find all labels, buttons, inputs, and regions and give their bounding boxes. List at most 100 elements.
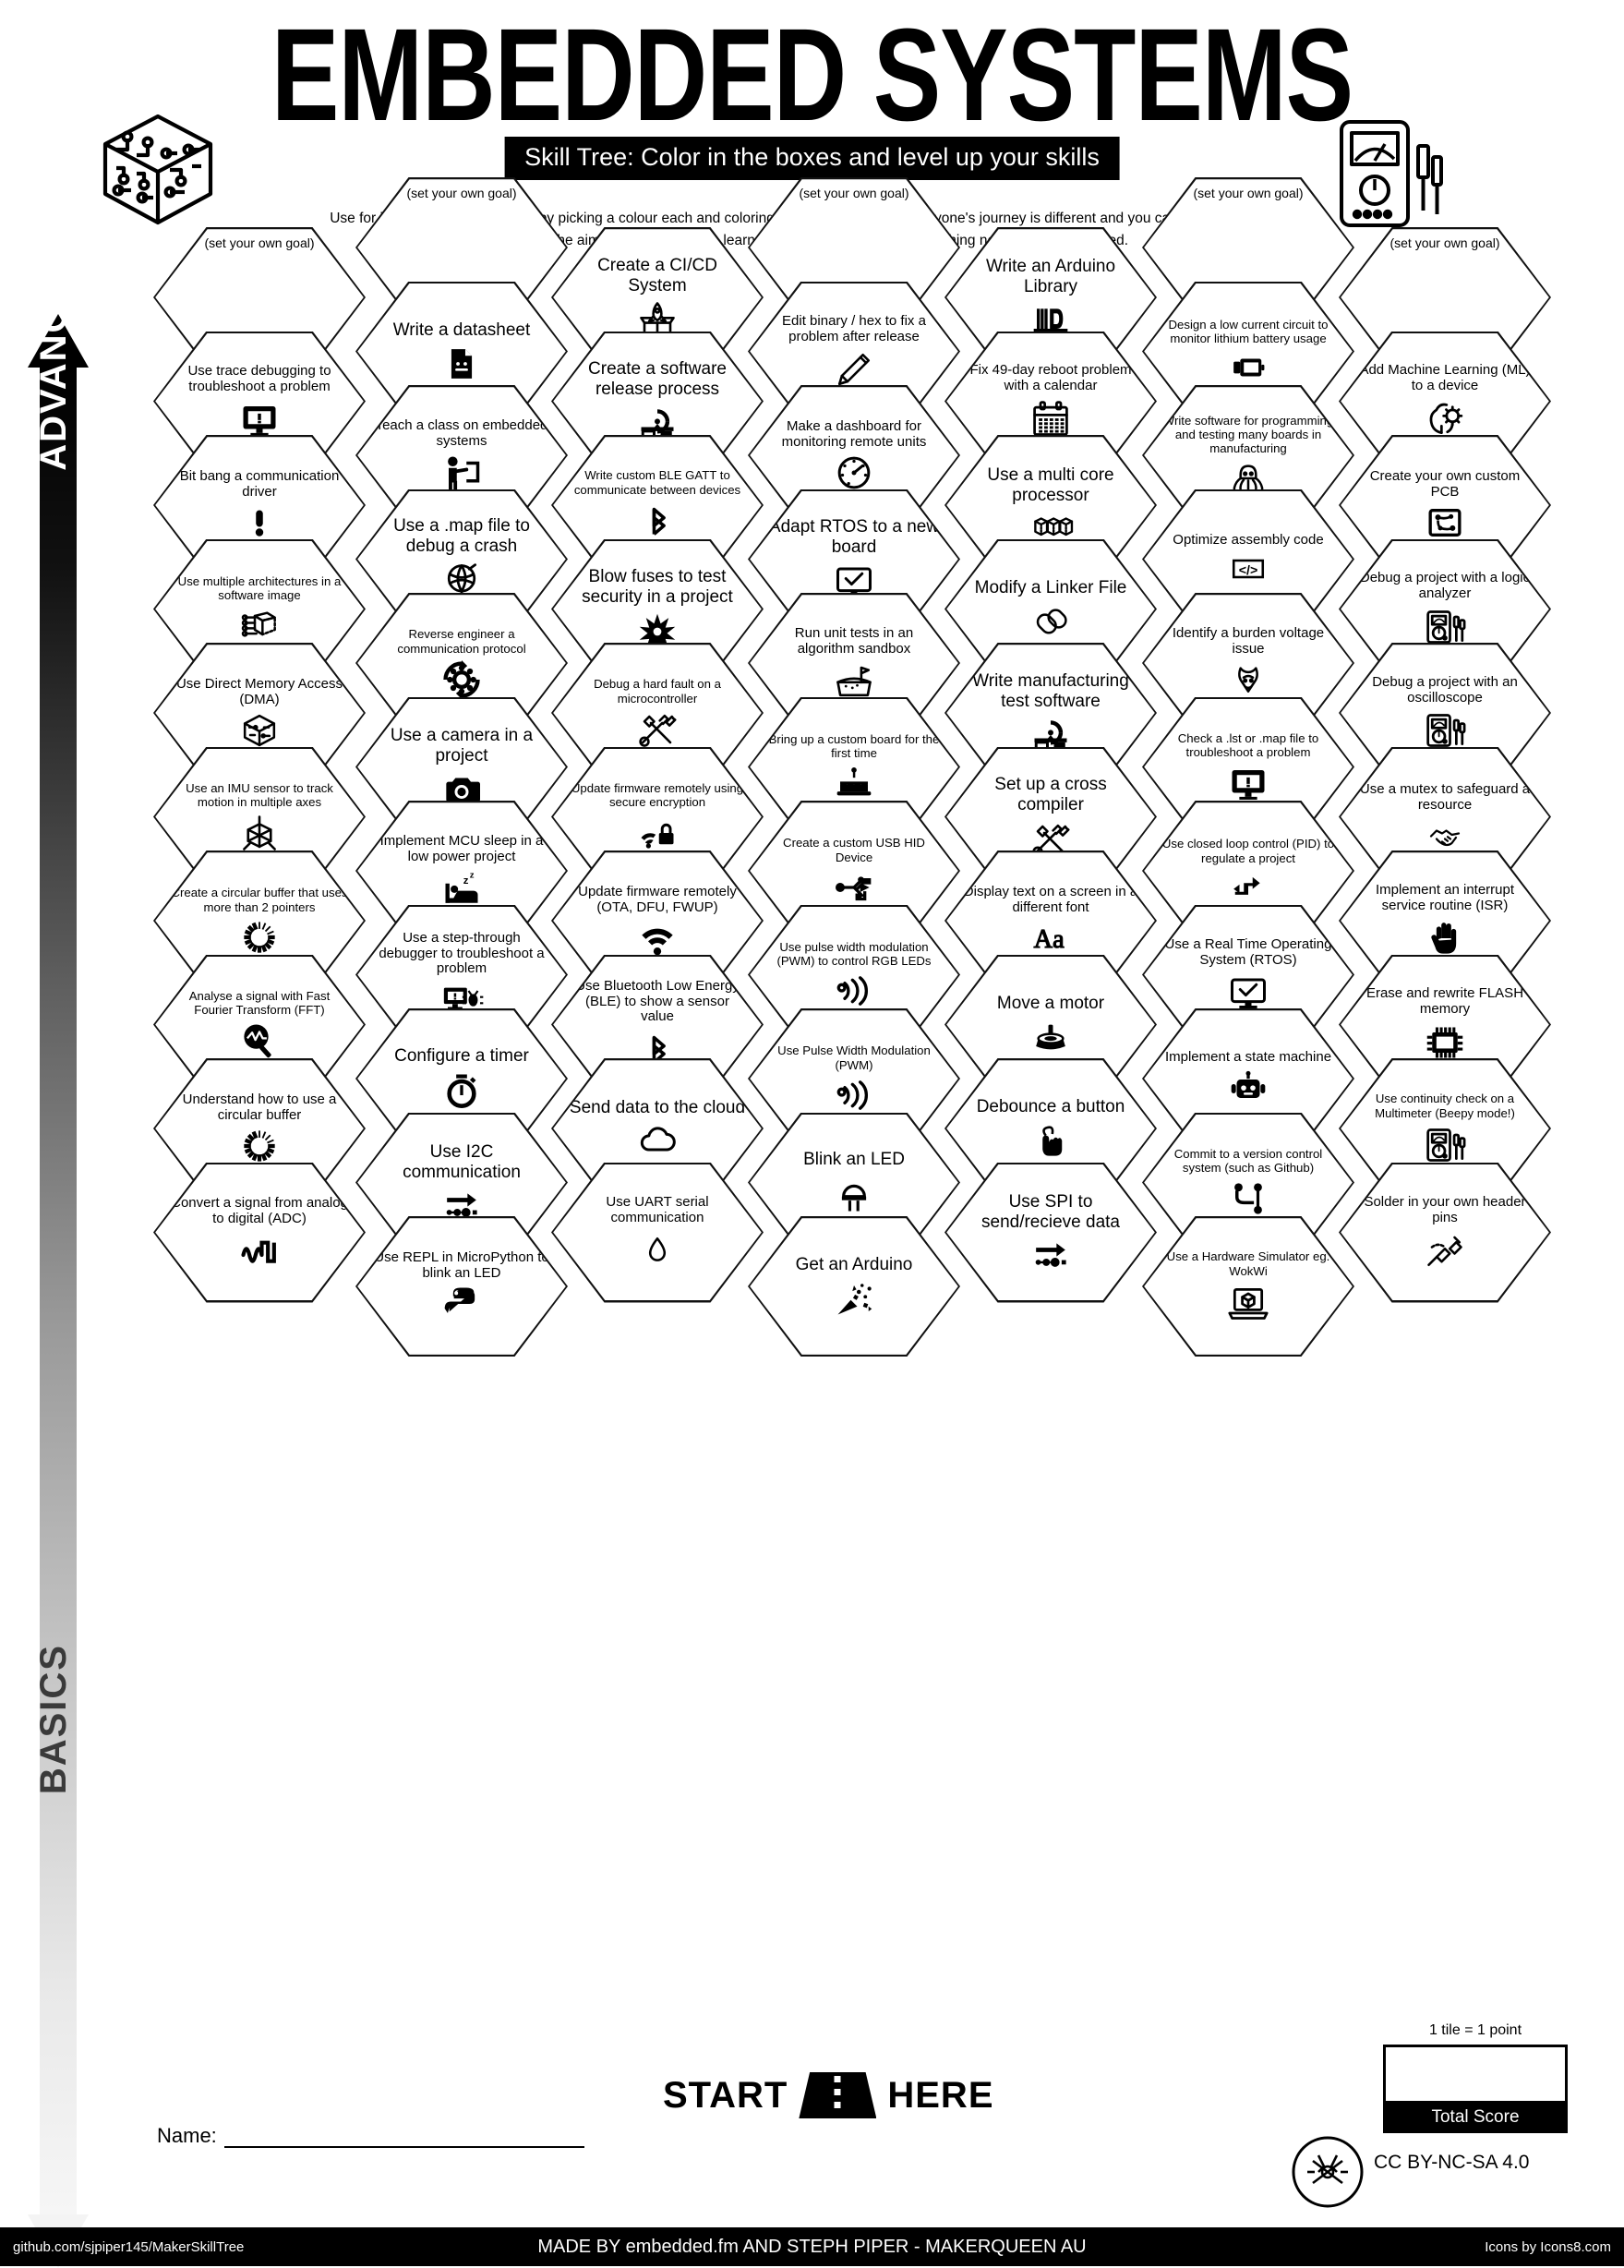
skill-tile[interactable]: Create your own custom PCB [1339, 435, 1551, 575]
skill-tile[interactable]: Implement MCU sleep in a low power proje… [355, 801, 568, 941]
skill-tile[interactable]: Erase and rewrite FLASH memory [1339, 954, 1551, 1095]
page-title: EMBEDDED SYSTEMS [271, 0, 1353, 149]
total-score-box[interactable]: 1 tile = 1 point Total Score [1383, 2022, 1568, 2133]
skill-tile[interactable]: Use a camera in a project [355, 696, 568, 838]
skill-tile[interactable]: (set your own goal) [1339, 227, 1551, 368]
name-input-line[interactable] [223, 2142, 584, 2148]
skill-tile[interactable]: Use UART serial communication [551, 1162, 764, 1303]
skill-tile-body[interactable]: Reverse engineer a communication protoco… [357, 595, 566, 731]
laptop-sim-icon [1226, 1283, 1270, 1323]
skill-tile[interactable]: Send data to the cloud [551, 1058, 764, 1199]
skill-tile[interactable]: Modify a Linker File [944, 538, 1157, 680]
skill-tile[interactable]: Convert a signal from analog to digital … [153, 1162, 366, 1303]
skill-tile[interactable]: Write manufacturing test software [944, 643, 1157, 783]
skill-tile[interactable]: Solder in your own header pins [1339, 1162, 1551, 1303]
cloud-icon [635, 1122, 680, 1159]
git-branch-icon [1227, 1179, 1269, 1218]
skill-tile-label: Debug a project with a logic analyzer [1359, 570, 1531, 601]
skill-tile[interactable]: Use SPI to send/recieve data [944, 1162, 1157, 1303]
skill-tile-goal-placeholder: (set your own goal) [204, 235, 315, 251]
skill-tile[interactable]: Use a multi core processor [944, 435, 1157, 575]
name-label: Name: [157, 2124, 217, 2147]
sandbox-icon [833, 661, 875, 700]
skill-tile[interactable]: Use Bluetooth Low Energy (BLE) to show a… [551, 954, 764, 1095]
skill-tile[interactable]: Get an Arduino [748, 1216, 960, 1357]
monitor-alert-icon [240, 400, 279, 439]
skill-tile-label: Optimize assembly code [1173, 531, 1324, 548]
skill-tile[interactable]: Use Direct Memory Access (DMA) [153, 643, 366, 783]
svg-text:</>: </> [1239, 563, 1258, 578]
skill-tile-body[interactable]: Use an IMU sensor to track motion in mul… [155, 748, 364, 886]
multimeter-small-icon [1424, 710, 1466, 751]
bus-arrow-icon [438, 1188, 486, 1223]
skill-tile[interactable]: Create a software release process [551, 331, 764, 472]
skill-tile-label: Identify a burden voltage issue [1172, 624, 1325, 657]
skill-tile-label: Solder in your own header pins [1364, 1194, 1526, 1225]
skill-tile[interactable]: Update firmware remotely using secure en… [551, 746, 764, 887]
skill-tile-label: Understand how to use a circular buffer [182, 1091, 337, 1123]
skill-tile-body[interactable]: Use a .map file to debug a crash [357, 490, 566, 628]
bluetooth-icon [642, 501, 673, 542]
skill-tile-body[interactable]: Get an Arduino [750, 1218, 958, 1355]
road-icon [799, 2072, 877, 2118]
skill-tile[interactable]: Run unit tests in an algorithm sandbox [748, 593, 960, 733]
multimeter-small-icon [1424, 607, 1466, 647]
skill-tile-label: Fix 49-day reboot problem with a calenda… [969, 362, 1132, 393]
unicorn-icon [1230, 661, 1267, 700]
skill-tile-label: Erase and rewrite FLASH memory [1365, 985, 1524, 1017]
start-word: START [663, 2074, 788, 2116]
led-icon [835, 1175, 873, 1215]
skill-tile-label: Write an Arduino Library [985, 256, 1116, 296]
skill-tile-label: Debug a hard fault on a microcontroller [594, 677, 721, 706]
skill-tile-body[interactable]: Convert a signal from analog to digital … [155, 1164, 364, 1301]
skill-tile-body[interactable]: Use a camera in a project [357, 698, 566, 836]
skill-tile-body[interactable]: Use REPL in MicroPython to blink an LED [357, 1218, 566, 1355]
skill-tile[interactable]: Bit bang a communication driver [153, 435, 366, 575]
skill-tile[interactable]: Use a Hardware Simulator eg. WokWi [1142, 1216, 1354, 1357]
monitor-check-icon [1228, 973, 1269, 1012]
footer-github-link[interactable]: github.com/sjpiper145/MakerSkillTree [13, 2238, 245, 2255]
skill-tile[interactable]: Use a mutex to safeguard a resource [1339, 746, 1551, 887]
exclamation-icon [243, 504, 276, 541]
chain-link-icon [1029, 603, 1072, 640]
skill-tile-label: Use closed loop control (PID) to regulat… [1161, 837, 1335, 865]
skill-tile-label: Implement a state machine [1164, 1049, 1332, 1066]
skill-tile-body[interactable]: Update firmware remotely using secure en… [553, 748, 762, 886]
cc-badge-icon [1291, 2135, 1365, 2214]
axis-gradient-shaft [40, 365, 77, 2216]
skill-tile[interactable]: Use a .map file to debug a crash [355, 489, 568, 630]
skill-tile-body[interactable]: Solder in your own header pins [1341, 1164, 1549, 1301]
svg-text:z: z [463, 875, 469, 887]
skill-tile[interactable]: Use pulse width modulation (PWM) to cont… [748, 904, 960, 1045]
brain-gear-icon [1424, 399, 1466, 440]
memory-cube-icon [240, 712, 279, 749]
skill-tile-body[interactable]: Use a Hardware Simulator eg. WokWi [1144, 1218, 1353, 1355]
svg-text:Aa: Aa [1034, 925, 1065, 954]
axes-cube-icon [239, 814, 280, 852]
aa-font-icon: Aa [1026, 920, 1076, 957]
skill-tile-label: Use SPI to send/recieve data [981, 1192, 1120, 1232]
skill-tile-label: Use a step-through debugger to troublesh… [379, 929, 545, 977]
solder-icon [1424, 1231, 1466, 1270]
pwm-wave-icon [833, 972, 875, 1009]
skill-tile-label: Create a circular buffer that uses more … [171, 886, 348, 914]
footer-icon-credit: Icons by Icons8.com [1485, 2238, 1611, 2255]
hand-stop-icon [1426, 918, 1463, 959]
skill-tile[interactable]: Understand how to use a circular buffer [153, 1058, 366, 1199]
skill-tile[interactable]: Write an Arduino Library [944, 227, 1157, 368]
skill-tile[interactable]: Use REPL in MicroPython to blink an LED [355, 1216, 568, 1357]
skill-tile[interactable]: Use I2C communication [355, 1112, 568, 1253]
skill-tile-body[interactable]: Create a software release process [553, 332, 762, 470]
skill-tile-label: Use UART serial communication [606, 1194, 709, 1225]
skill-tile-label: Convert a signal from analog to digital … [171, 1195, 348, 1226]
droplet-icon [642, 1231, 673, 1270]
skill-tile-body[interactable]: Use SPI to send/recieve data [946, 1164, 1155, 1301]
loop-arrow-icon [1226, 870, 1270, 905]
license-text: CC BY-NC-SA 4.0 [1374, 2152, 1530, 2173]
name-field[interactable]: Name: [157, 2124, 584, 2148]
skill-tile-body[interactable]: Use UART serial communication [553, 1164, 762, 1301]
skill-tile-label: Create your own custom PCB [1369, 467, 1521, 500]
score-input-area[interactable] [1383, 2045, 1568, 2104]
total-score-label: Total Score [1383, 2104, 1568, 2133]
gear-arrows-icon [442, 659, 481, 699]
